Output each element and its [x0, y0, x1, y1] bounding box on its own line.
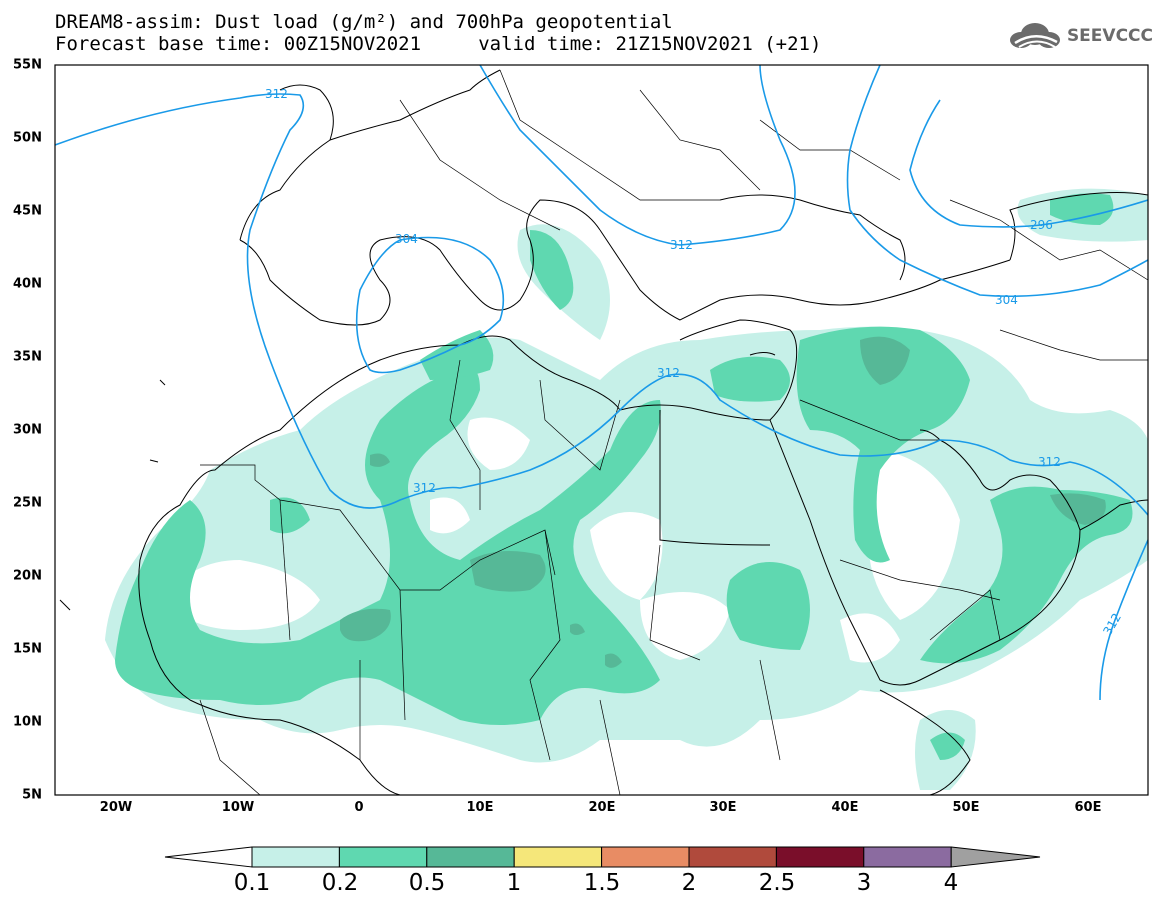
lon-label-30e: 30E	[709, 800, 737, 815]
logo-text: SEEVCCC	[1066, 26, 1153, 46]
lat-label-25n: 25N	[13, 495, 42, 511]
lat-label-5n: 5N	[22, 787, 42, 803]
colorbar-segment	[426, 846, 515, 868]
colorbar-segment	[688, 846, 777, 868]
lon-label-20e: 20E	[588, 800, 616, 815]
dust-gaps	[165, 417, 960, 663]
lon-label-10w: 10W	[221, 800, 255, 815]
contour-label-312-balkans: 312	[670, 238, 693, 252]
lon-label-0: 0	[354, 800, 364, 815]
colorbar-label: 3	[856, 870, 872, 896]
dust-dark-layer	[340, 336, 1106, 668]
lon-label-50e: 50E	[952, 800, 980, 815]
lon-label-60e: 60E	[1074, 800, 1102, 815]
seevccc-logo: SEEVCCC	[1007, 22, 1153, 50]
map-area: 312 304 312 312 312 312 304 296 312	[55, 65, 1148, 795]
forecast-times: Forecast base time: 00Z15NOV2021 valid t…	[55, 33, 822, 55]
country-borders	[199, 69, 1148, 795]
dust-medium-layer	[115, 193, 1133, 760]
lon-label-10e: 10E	[466, 800, 494, 815]
colorbar-underflow	[164, 846, 253, 868]
colorbar-label: 2.5	[758, 870, 796, 896]
coastlines	[59, 69, 1148, 795]
contour-label-312-north: 312	[265, 87, 288, 101]
lon-label-40e: 40E	[831, 800, 859, 815]
contour-label-304-east: 304	[995, 293, 1018, 307]
colorbar-label: 0.5	[408, 870, 446, 896]
colorbar-segment	[601, 846, 690, 868]
contour-label-312-egypt: 312	[657, 366, 680, 380]
lat-label-10n: 10N	[13, 714, 42, 730]
map-title: DREAM8-assim: Dust load (g/m²) and 700hP…	[55, 11, 673, 33]
colorbar-label: 4	[943, 870, 959, 896]
colorbar-label: 1.5	[583, 870, 621, 896]
lat-label-15n: 15N	[13, 641, 42, 657]
contour-label-304-west: 304	[395, 232, 418, 246]
colorbar-label: 2	[681, 870, 697, 896]
contour-label-312-gulf: 312	[1038, 455, 1061, 469]
lat-label-45n: 45N	[13, 203, 42, 219]
colorbar-segment	[251, 846, 340, 868]
lat-label-35n: 35N	[13, 349, 42, 365]
colorbar-segment	[863, 846, 952, 868]
colorbar-segment	[338, 846, 428, 868]
lat-label-40n: 40N	[13, 276, 42, 292]
contour-label-296: 296	[1030, 218, 1053, 232]
colorbar-label: 0.1	[233, 870, 271, 896]
lon-label-20w: 20W	[99, 800, 133, 815]
lat-label-50n: 50N	[13, 130, 42, 146]
lat-label-30n: 30N	[13, 422, 42, 438]
colorbar-segment	[775, 846, 865, 868]
colorbar	[164, 846, 1041, 868]
cloud-icon	[1009, 23, 1060, 48]
map-frame	[54, 64, 1149, 796]
colorbar-label: 0.2	[321, 870, 359, 896]
colorbar-label: 1	[506, 870, 522, 896]
colorbar-overflow	[950, 846, 1041, 868]
lat-label-20n: 20N	[13, 568, 42, 584]
geopotential-contours	[55, 65, 1148, 701]
colorbar-segment	[513, 846, 603, 868]
lat-label-55n: 55N	[13, 57, 42, 73]
contour-label-312-central: 312	[413, 481, 436, 495]
